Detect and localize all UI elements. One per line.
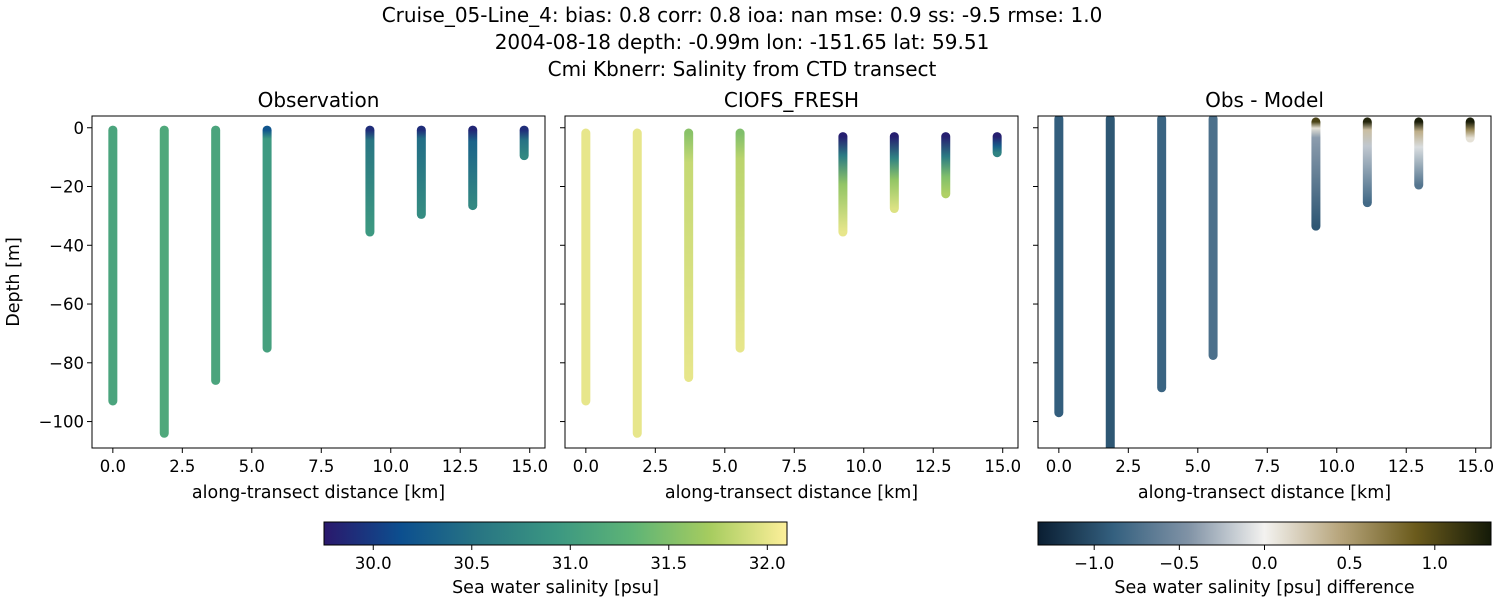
panel-title: Obs - Model [1205,88,1324,112]
x-tick-label: 5.0 [712,457,738,476]
colorbar-tick-label: 32.0 [749,554,786,573]
x-tick-label: 7.5 [308,457,334,476]
figure-title: Cruise_05-Line_4: bias: 0.8 corr: 0.8 io… [382,3,1103,81]
x-tick-label: 10.0 [845,457,882,476]
x-tick-label: 15.0 [511,457,548,476]
y-tick-label: −100 [39,413,84,432]
title-line-2: 2004-08-18 depth: -0.99m lon: -151.65 la… [495,30,990,54]
colorbars: 30.0 30.5 31.0 31.5 32.0 Sea water salinity [… [323,521,1492,598]
y-tick-label: −60 [49,295,84,314]
colorbar-label: Sea water salinity [psu] difference [1114,578,1414,598]
axes-frame [91,115,546,449]
colorbar-tick-label: −0.5 [1159,554,1199,573]
x-tick-label: 2.5 [169,457,195,476]
x-tick-label: 15.0 [1457,457,1494,476]
y-axis-label: Depth [m] [4,237,24,327]
x-axis-label: along-transect distance [km] [665,483,918,503]
panels: Observation 0.0 2.5 5.0 7.5 10.0 12.5 15.0 along… [4,88,1494,503]
x-tick-label: 7.5 [781,457,807,476]
colorbar-tick-label: 0.0 [1251,554,1277,573]
panel-title: CIOFS_FRESH [724,88,859,112]
panel-2: CIOFS_FRESH 0.0 2.5 5.0 7.5 10.0 12.5 15.0 along… [560,88,1021,503]
colorbar-2: −1.0 −0.5 0.0 0.5 1.0 Sea water salinity [psu… [1037,521,1492,598]
casts [108,125,529,438]
x-axis-label: along-transect distance [km] [192,483,445,503]
colorbar-tick-label: 1.0 [1422,554,1448,573]
x-tick-label: 10.0 [1318,457,1355,476]
x-axis-label: along-transect distance [km] [1138,483,1391,503]
colorbar-tick-label: 31.0 [552,554,589,573]
title-line-1: Cruise_05-Line_4: bias: 0.8 corr: 0.8 io… [382,3,1103,27]
title-line-3: Cmi Kbnerr: Salinity from CTD transect [548,57,937,81]
colorbar-gradient [323,521,788,546]
axes-frame [564,115,1019,449]
panel-title: Observation [258,88,380,112]
x-tick-label: 5.0 [239,457,265,476]
x-tick-label: 0.0 [100,457,126,476]
x-tick-label: 12.5 [915,457,952,476]
colorbar-tick-label: 31.5 [650,554,687,573]
y-tick-label: −80 [49,354,84,373]
panel-1: Observation 0.0 2.5 5.0 7.5 10.0 12.5 15.0 along… [4,88,548,503]
x-tick-label: 0.0 [573,457,599,476]
x-tick-label: 7.5 [1254,457,1280,476]
colorbar-tick-label: 0.5 [1337,554,1363,573]
x-tick-label: 0.0 [1046,457,1072,476]
y-tick-label: −20 [49,178,84,197]
x-tick-label: 2.5 [1115,457,1141,476]
panel-3: Obs - Model 0.0 2.5 5.0 7.5 10.0 12.5 15.0 along… [1033,88,1494,503]
x-tick-label: 2.5 [642,457,668,476]
colorbar-tick-label: 30.5 [453,554,490,573]
colorbar-gradient [1037,521,1492,546]
colorbar-tick-label: 30.0 [355,554,392,573]
x-tick-label: 12.5 [1388,457,1425,476]
x-tick-label: 15.0 [984,457,1021,476]
y-tick-label: −40 [49,236,84,255]
x-tick-label: 12.5 [442,457,479,476]
y-tick-label: 0 [74,119,85,138]
axes-frame [1037,115,1492,449]
colorbar-label: Sea water salinity [psu] [452,578,659,598]
casts [1054,116,1475,448]
colorbar-tick-label: −1.0 [1074,554,1114,573]
colorbar-1: 30.0 30.5 31.0 31.5 32.0 Sea water salinity [… [323,521,788,598]
x-tick-label: 10.0 [372,457,409,476]
x-tick-label: 5.0 [1185,457,1211,476]
casts [581,128,1002,438]
